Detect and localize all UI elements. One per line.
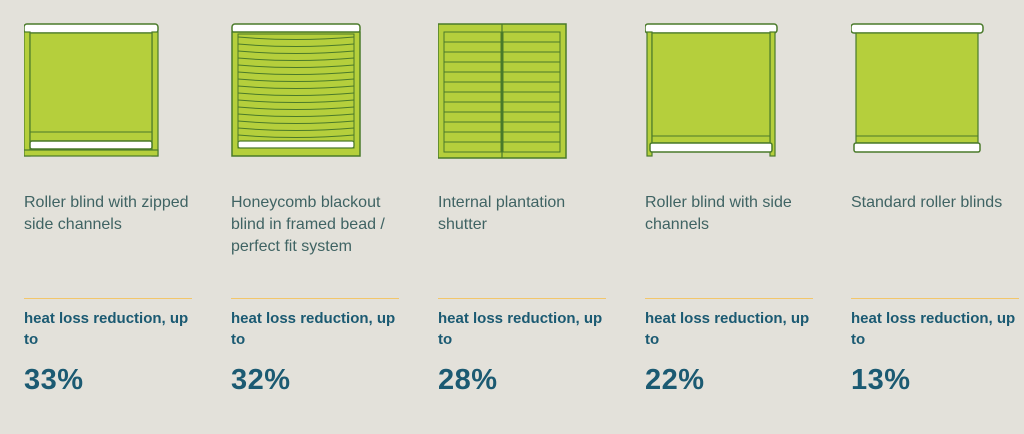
- honeycomb-blind-icon: [231, 23, 361, 157]
- roller-blind-side-channels-icon: [645, 23, 778, 157]
- heat-loss-label: heat loss reduction, up to: [24, 310, 189, 348]
- standard-roller-blind-icon: [851, 23, 984, 153]
- blind-name: Roller blind with side channels: [645, 194, 792, 233]
- blind-name: Roller blind with zipped side channels: [24, 194, 189, 233]
- divider: [24, 298, 192, 299]
- blind-name: Honeycomb blackout blind in framed bead …: [231, 194, 385, 255]
- divider: [645, 298, 813, 299]
- blind-item-roller-zipped: Roller blind with zipped side channels h…: [24, 0, 192, 434]
- heat-loss-value: 28%: [438, 364, 498, 396]
- blind-item-plantation-shutter: Internal plantation shutter heat loss re…: [438, 0, 606, 434]
- plantation-shutter-icon: [438, 23, 567, 159]
- blind-item-roller-side-channels: Roller blind with side channels heat los…: [645, 0, 813, 434]
- heat-loss-label: heat loss reduction, up to: [851, 310, 1016, 348]
- divider: [851, 298, 1019, 299]
- blind-item-honeycomb: Honeycomb blackout blind in framed bead …: [231, 0, 399, 434]
- heat-loss-value: 13%: [851, 364, 911, 396]
- heat-loss-label: heat loss reduction, up to: [645, 310, 810, 348]
- blind-name: Standard roller blinds: [851, 194, 1003, 211]
- heat-loss-label: heat loss reduction, up to: [231, 310, 396, 348]
- blind-name: Internal plantation shutter: [438, 194, 566, 233]
- roller-blind-zipped-side-channels-icon: [24, 23, 159, 157]
- heat-loss-value: 33%: [24, 364, 84, 396]
- blind-item-standard-roller: Standard roller blinds heat loss reducti…: [851, 0, 1019, 434]
- heat-loss-label: heat loss reduction, up to: [438, 310, 603, 348]
- heat-loss-value: 22%: [645, 364, 705, 396]
- heat-loss-value: 32%: [231, 364, 291, 396]
- divider: [438, 298, 606, 299]
- divider: [231, 298, 399, 299]
